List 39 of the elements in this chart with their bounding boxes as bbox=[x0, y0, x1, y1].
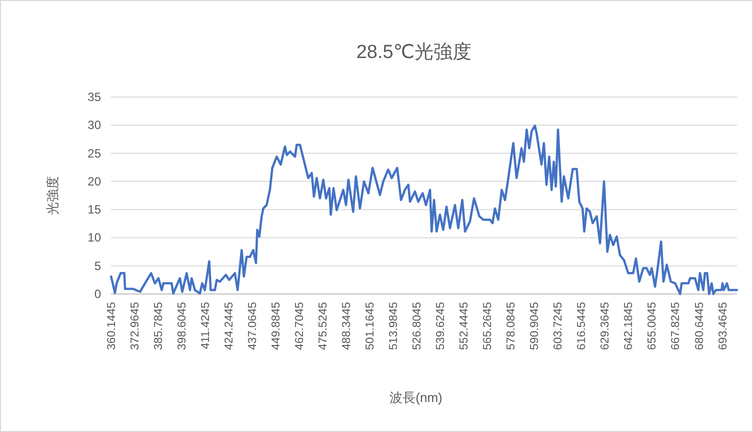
y-tick-label: 0 bbox=[94, 287, 102, 301]
x-tick-label: 437.0645 bbox=[247, 302, 260, 350]
x-axis-title: 波長(nm) bbox=[390, 390, 442, 405]
y-tick-label: 5 bbox=[94, 258, 102, 273]
x-tick-label: 501.1645 bbox=[364, 302, 377, 350]
x-tick-label: 578.0845 bbox=[506, 302, 518, 350]
x-tick-label: 539.6245 bbox=[435, 302, 448, 350]
y-tick-label: 10 bbox=[88, 230, 102, 245]
chart-title: 28.5℃光強度 bbox=[356, 41, 472, 63]
y-tick-label: 30 bbox=[88, 118, 102, 132]
x-tick-label: 629.3645 bbox=[600, 302, 612, 350]
x-tick-label: 655.0045 bbox=[646, 302, 659, 350]
y-tick-label: 15 bbox=[88, 202, 102, 217]
x-tick-label: 565.2645 bbox=[482, 302, 494, 350]
y-tick-label: 35 bbox=[88, 90, 102, 104]
x-tick-label: 667.8245 bbox=[670, 302, 682, 350]
x-tick-label: 488.3445 bbox=[341, 302, 354, 350]
x-tick-label: 411.4245 bbox=[200, 302, 212, 350]
x-tick-label: 372.9645 bbox=[130, 302, 142, 350]
y-tick-label: 20 bbox=[88, 174, 102, 188]
line-series bbox=[110, 124, 738, 296]
x-tick-label: 642.1845 bbox=[623, 302, 636, 350]
x-tick-label: 385.7845 bbox=[153, 302, 166, 350]
x-tick-label: 590.9045 bbox=[529, 302, 542, 350]
x-tick-label: 462.7045 bbox=[294, 302, 306, 350]
x-tick-label: 616.5445 bbox=[576, 302, 588, 350]
y-tick-label: 25 bbox=[88, 146, 102, 160]
y-axis-title: 光強度 bbox=[45, 176, 60, 215]
x-tick-label: 475.5245 bbox=[318, 302, 330, 350]
x-tick-label: 552.4445 bbox=[458, 302, 471, 350]
x-tick-label: 693.4645 bbox=[717, 302, 730, 350]
x-tick-label: 513.9845 bbox=[388, 302, 400, 350]
x-tick-label: 449.8845 bbox=[270, 302, 283, 350]
x-tick-label: 526.8045 bbox=[412, 302, 424, 350]
x-tick-label: 603.7245 bbox=[552, 302, 565, 350]
x-tick-label: 360.1445 bbox=[106, 302, 118, 350]
x-tick-label: 424.2445 bbox=[224, 302, 236, 350]
x-tick-label: 680.6445 bbox=[694, 302, 706, 350]
x-tick-label: 398.6045 bbox=[176, 302, 189, 350]
